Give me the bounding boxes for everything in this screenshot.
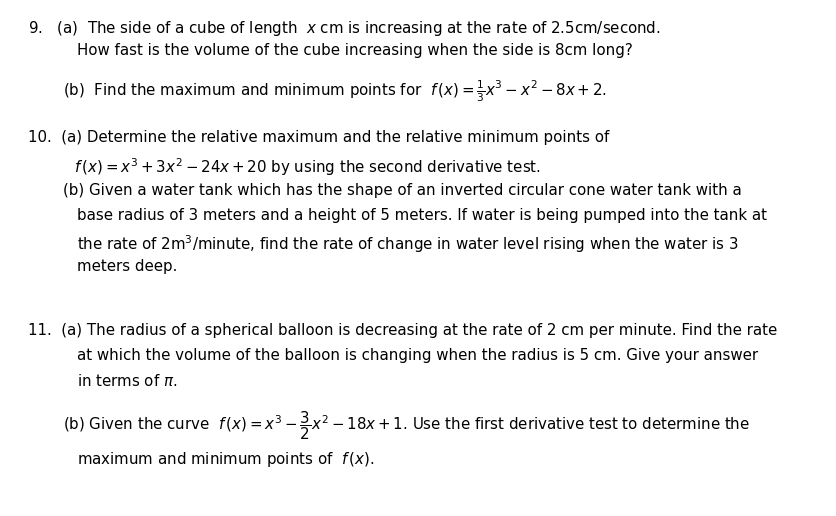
Text: 11.  (a) The radius of a spherical balloon is decreasing at the rate of 2 cm per: 11. (a) The radius of a spherical balloo… (28, 322, 777, 337)
Text: $f\,(x)=x^{3}+3x^{2}-24x+20$ by using the second derivative test.: $f\,(x)=x^{3}+3x^{2}-24x+20$ by using th… (74, 156, 540, 178)
Text: (b) Given the curve  $f\,(x)=x^{3}-\dfrac{3}{2}x^{2}-18x+1$. Use the first deriv: (b) Given the curve $f\,(x)=x^{3}-\dfrac… (63, 409, 750, 442)
Text: (b)  Find the maximum and minimum points for  $f\,(x)=\frac{1}{3}x^{3}-x^{2}-8x+: (b) Find the maximum and minimum points … (63, 78, 607, 104)
Text: meters deep.: meters deep. (77, 259, 177, 274)
Text: 10.  (a) Determine the relative maximum and the relative minimum points of: 10. (a) Determine the relative maximum a… (28, 130, 609, 145)
Text: 9.   (a)  The side of a cube of length  $x$ cm is increasing at the rate of 2.5c: 9. (a) The side of a cube of length $x$ … (28, 19, 660, 38)
Text: maximum and minimum points of  $f\,(x)$.: maximum and minimum points of $f\,(x)$. (77, 450, 375, 469)
Text: in terms of $\pi$.: in terms of $\pi$. (77, 373, 177, 389)
Text: the rate of 2m$^{3}$/minute, find the rate of change in water level rising when : the rate of 2m$^{3}$/minute, find the ra… (77, 234, 738, 255)
Text: base radius of 3 meters and a height of 5 meters. If water is being pumped into : base radius of 3 meters and a height of … (77, 208, 767, 223)
Text: (b) Given a water tank which has the shape of an inverted circular cone water ta: (b) Given a water tank which has the sha… (63, 183, 742, 198)
Text: How fast is the volume of the cube increasing when the side is 8cm long?: How fast is the volume of the cube incre… (77, 43, 633, 58)
Text: at which the volume of the balloon is changing when the radius is 5 cm. Give you: at which the volume of the balloon is ch… (77, 348, 758, 363)
